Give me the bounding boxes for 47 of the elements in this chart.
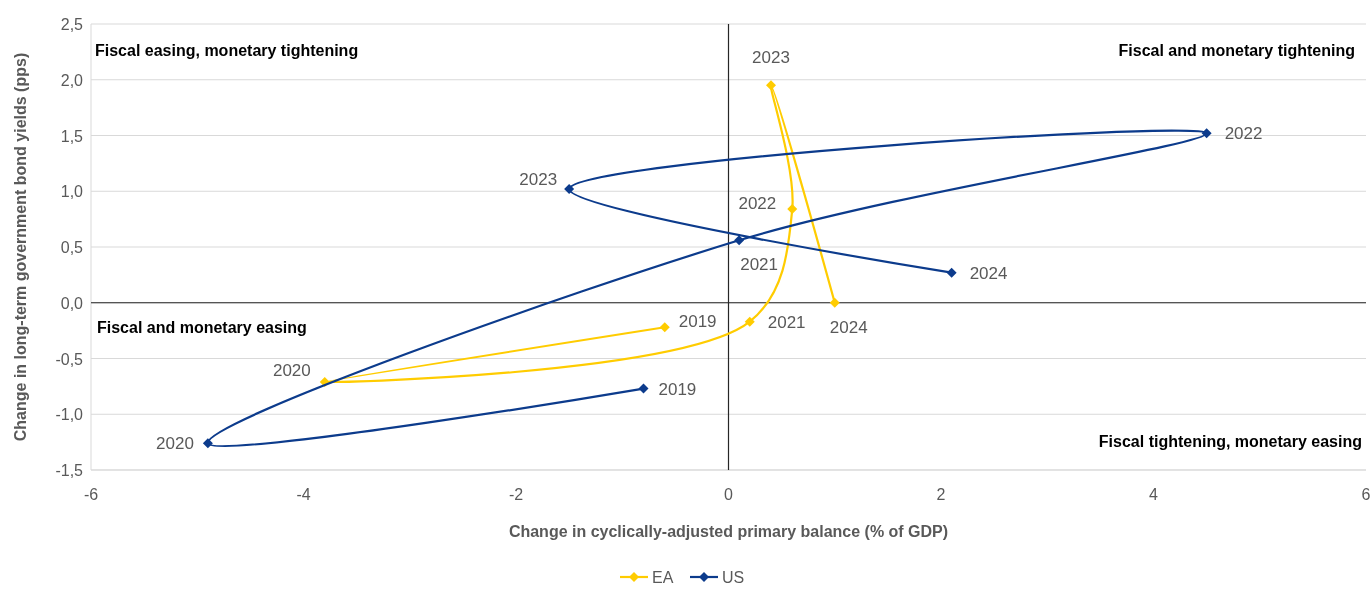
y-tick-label: 1,0 xyxy=(60,183,84,201)
y-tick-label: 1,5 xyxy=(60,127,84,145)
x-tick-label: -4 xyxy=(296,486,311,503)
annotation: Fiscal tightening, monetary easing xyxy=(1098,433,1362,450)
point xyxy=(946,267,957,278)
annotation: 2019 xyxy=(658,379,697,399)
annotation: 2021 xyxy=(767,312,806,332)
y-tick-label: -1,0 xyxy=(55,406,84,424)
y-tick-label: -1,5 xyxy=(55,462,84,479)
annotation: 2024 xyxy=(969,263,1008,283)
x-tick-label: 6 xyxy=(1361,486,1371,503)
annotation: 2020 xyxy=(272,360,311,380)
point xyxy=(564,184,575,195)
y-tick-label: 0,0 xyxy=(60,294,84,312)
annotation: Fiscal easing, monetary tightening xyxy=(95,42,359,59)
y-tick-label: 0,5 xyxy=(60,239,84,256)
annotation: 2023 xyxy=(752,48,790,68)
y-tick-label: 2,5 xyxy=(60,16,84,33)
point xyxy=(787,204,798,215)
point xyxy=(734,235,745,246)
x-tick-label: -2 xyxy=(508,486,524,503)
point xyxy=(744,316,755,327)
point xyxy=(638,383,649,394)
x-tick-label: 2 xyxy=(936,486,946,503)
x-axis-title: Change in cyclically-adjusted primary balance (% of GDP) xyxy=(508,523,949,540)
x-tick-label: -6 xyxy=(83,486,99,503)
point xyxy=(1201,128,1212,139)
y-axis-title: Change in long-term government bond yields (pps) xyxy=(12,52,29,442)
point xyxy=(202,438,213,449)
annotation: 2023 xyxy=(519,170,558,190)
annotation: Fiscal and monetary easing xyxy=(97,319,307,336)
legend-label: EA xyxy=(652,569,674,586)
point xyxy=(829,297,840,308)
y-tick-label: -0,5 xyxy=(55,350,84,368)
y-tick-label: 2,0 xyxy=(60,71,84,89)
legend-label: US xyxy=(722,569,745,586)
point xyxy=(766,80,776,91)
annotation: 2024 xyxy=(829,317,868,337)
annotation: 2021 xyxy=(740,255,779,275)
x-tick-label: 0 xyxy=(724,486,734,503)
annotation: 2022 xyxy=(1224,124,1263,144)
annotation: 2020 xyxy=(156,434,194,454)
point xyxy=(659,322,670,333)
annotation: 2019 xyxy=(678,312,717,332)
annotation: Fiscal and monetary tightening xyxy=(1118,42,1355,59)
x-tick-label: 4 xyxy=(1149,486,1159,503)
annotation: 2022 xyxy=(738,194,777,214)
